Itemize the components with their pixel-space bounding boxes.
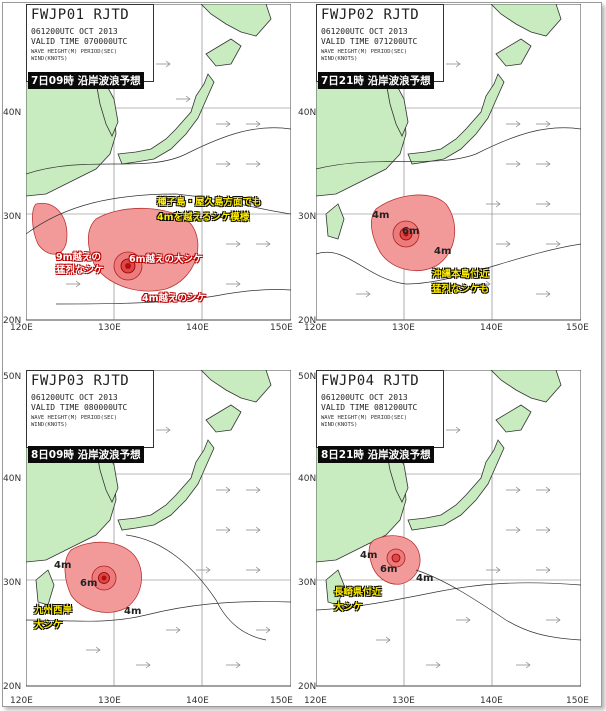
valid-time: VALID TIME 070000UTC — [31, 37, 128, 46]
lon-label: 150E — [566, 323, 589, 333]
map-area — [316, 370, 581, 687]
valid-time: VALID TIME 071200UTC — [321, 37, 418, 46]
wave-map-panel-4: FWJP04 RJTD 061200UTC OCT 2013 VALID TIM… — [304, 370, 594, 705]
lat-label: 20N — [298, 316, 317, 326]
lat-label: 20N — [3, 682, 22, 692]
annotation: 大シケ — [334, 602, 363, 613]
lat-label: 50N — [298, 372, 317, 382]
annotation: 4m — [124, 606, 142, 617]
lat-label: 20N — [298, 682, 317, 692]
lat-label: 40N — [298, 108, 317, 118]
annotation: 9m越えの — [56, 252, 102, 263]
bulletin-code: FWJP04 RJTD — [321, 373, 420, 389]
annotation: 猛烈なシケも — [432, 284, 490, 295]
annotation: 6m — [402, 226, 420, 237]
forecast-caption: 7日21時 沿岸波浪予想 — [318, 72, 434, 89]
forecast-caption: 8日21時 沿岸波浪予想 — [318, 446, 434, 463]
annotation: 猛烈なシケ — [56, 265, 104, 276]
annotation: 長崎県付近 — [334, 587, 382, 598]
wave-map-panel-2: FWJP02 RJTD 061200UTC OCT 2013 VALID TIM… — [304, 4, 594, 339]
annotation: 4m — [434, 246, 452, 257]
lon-label: 130E — [392, 696, 415, 706]
lat-label: 40N — [3, 108, 22, 118]
lon-label: 140E — [480, 323, 503, 333]
annotation: 九州西岸 — [34, 605, 73, 616]
lon-label: 130E — [98, 323, 121, 333]
annotation: 6m越えの大シケ — [129, 254, 203, 265]
lon-label: 140E — [186, 323, 209, 333]
legend-line-wind: WIND(KNOTS) — [31, 56, 68, 62]
issue-time: 061200UTC OCT 2013 — [31, 393, 118, 402]
lat-label: 40N — [3, 474, 22, 484]
bulletin-code: FWJP02 RJTD — [321, 7, 420, 23]
lon-label: 130E — [98, 696, 121, 706]
annotation: 沖縄本島付近 — [432, 269, 490, 280]
legend-line-wave: WAVE HEIGHT(M) PERIOD(SEC) — [321, 415, 408, 421]
map-area — [316, 4, 581, 321]
lon-label: 140E — [480, 696, 503, 706]
lon-label: 150E — [270, 323, 293, 333]
valid-time: VALID TIME 081200UTC — [321, 403, 418, 412]
lat-label: 50N — [3, 372, 22, 382]
annotation: 4m — [372, 210, 390, 221]
wave-map-panel-3: FWJP03 RJTD 061200UTC OCT 2013 VALID TIM… — [14, 370, 304, 705]
lon-label: 120E — [304, 323, 327, 333]
issue-time: 061200UTC OCT 2013 — [321, 27, 408, 36]
lat-label: 30N — [3, 212, 22, 222]
annotation: 4m — [416, 573, 434, 584]
valid-time: VALID TIME 080000UTC — [31, 403, 128, 412]
header-box: FWJP03 RJTD 061200UTC OCT 2013 VALID TIM… — [26, 370, 154, 448]
lon-label: 120E — [10, 696, 33, 706]
lat-label: 30N — [3, 578, 22, 588]
annotation: 4m越えのシケ — [142, 293, 207, 304]
lon-label: 120E — [10, 323, 33, 333]
header-box: FWJP04 RJTD 061200UTC OCT 2013 VALID TIM… — [316, 370, 444, 448]
annotation: 4m — [54, 560, 72, 571]
annotation: 大シケ — [34, 620, 63, 631]
lat-label: 30N — [298, 578, 317, 588]
legend-line-wind: WIND(KNOTS) — [321, 56, 358, 62]
wave-map-panel-1: FWJP01 RJTD 061200UTC OCT 2013 VALID TIM… — [14, 4, 304, 339]
lon-label: 120E — [304, 696, 327, 706]
header-box: FWJP01 RJTD 061200UTC OCT 2013 VALID TIM… — [26, 4, 154, 82]
lon-label: 150E — [270, 696, 293, 706]
issue-time: 061200UTC OCT 2013 — [31, 27, 118, 36]
header-box: FWJP02 RJTD 061200UTC OCT 2013 VALID TIM… — [316, 4, 444, 82]
wave-map-svg — [316, 370, 581, 687]
bulletin-code: FWJP03 RJTD — [31, 373, 130, 389]
lon-label: 130E — [392, 323, 415, 333]
annotation: 4mを越えるシケ模様 — [157, 212, 250, 223]
annotation: 6m — [380, 564, 398, 575]
forecast-caption: 7日09時 沿岸波浪予想 — [28, 72, 144, 89]
annotation: 種子島・屋久島方面でも — [157, 197, 262, 208]
lon-label: 140E — [186, 696, 209, 706]
legend-line-wave: WAVE HEIGHT(M) PERIOD(SEC) — [321, 49, 408, 55]
legend-line-wind: WIND(KNOTS) — [321, 422, 358, 428]
issue-time: 061200UTC OCT 2013 — [321, 393, 408, 402]
bulletin-code: FWJP01 RJTD — [31, 7, 130, 23]
lat-label: 30N — [298, 212, 317, 222]
wave-map-svg — [316, 4, 581, 321]
annotation: 4m — [360, 550, 378, 561]
lat-label: 40N — [298, 474, 317, 484]
legend-line-wave: WAVE HEIGHT(M) PERIOD(SEC) — [31, 49, 118, 55]
lon-label: 150E — [566, 696, 589, 706]
legend-line-wind: WIND(KNOTS) — [31, 422, 68, 428]
lat-label: 20N — [3, 316, 22, 326]
annotation: 6m — [80, 578, 98, 589]
forecast-caption: 8日09時 沿岸波浪予想 — [28, 446, 144, 463]
legend-line-wave: WAVE HEIGHT(M) PERIOD(SEC) — [31, 415, 118, 421]
